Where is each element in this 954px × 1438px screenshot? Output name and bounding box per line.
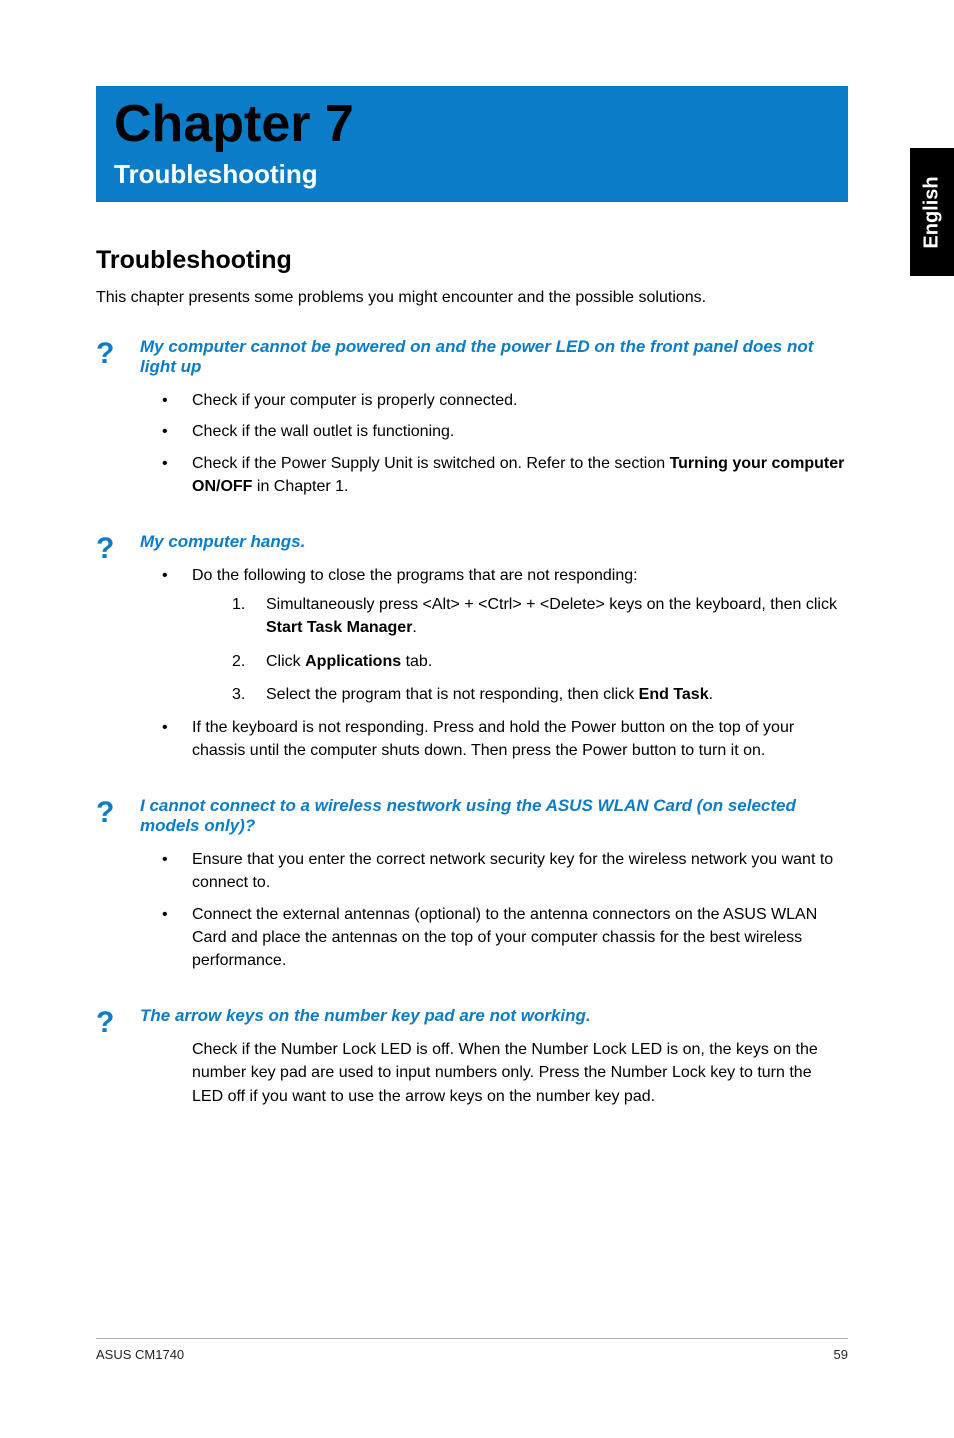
qa-numbered-index: 2. <box>232 650 245 673</box>
qa-title: My computer hangs. <box>140 532 848 552</box>
chapter-title: Chapter 7 <box>114 96 830 153</box>
qa-numbered-list: 1.Simultaneously press <Alt> + <Ctrl> + … <box>192 593 848 706</box>
question-mark-icon: ? <box>96 337 140 369</box>
bold-text: Turning your computer ON/OFF <box>192 455 844 495</box>
qa-bullet-item: Check if the wall outlet is functioning. <box>162 420 848 443</box>
qa-bullet-list: If the keyboard is not responding. Press… <box>140 716 848 762</box>
section-heading: Troubleshooting <box>96 246 848 275</box>
qa-body: I cannot connect to a wireless nestwork … <box>140 796 848 980</box>
question-mark-icon: ? <box>96 532 140 564</box>
qa-bullet-item: If the keyboard is not responding. Press… <box>162 716 848 762</box>
qa-bullet-item: Do the following to close the programs t… <box>162 564 848 706</box>
bold-text: Applications <box>305 653 401 670</box>
qa-body: The arrow keys on the number key pad are… <box>140 1006 848 1108</box>
qa-title: My computer cannot be powered on and the… <box>140 337 848 377</box>
qa-bullet-item: Check if your computer is properly conne… <box>162 389 848 412</box>
qa-row: ?I cannot connect to a wireless nestwork… <box>96 796 848 980</box>
chapter-banner: Chapter 7 Troubleshooting <box>96 86 848 202</box>
footer-page-number: 59 <box>834 1347 848 1362</box>
language-side-tab: English <box>910 148 954 276</box>
qa-numbered-item: 3.Select the program that is not respond… <box>232 683 848 706</box>
question-mark-icon: ? <box>96 1006 140 1038</box>
qa-row: ?My computer cannot be powered on and th… <box>96 337 848 506</box>
qa-numbered-index: 1. <box>232 593 245 616</box>
qa-block: ?I cannot connect to a wireless nestwork… <box>96 796 848 980</box>
qa-paragraph: Check if the Number Lock LED is off. Whe… <box>140 1038 848 1108</box>
chapter-subtitle: Troubleshooting <box>114 159 830 190</box>
qa-bullet-item: Check if the Power Supply Unit is switch… <box>162 452 848 498</box>
bold-text: Start Task Manager <box>266 619 412 636</box>
qa-block: ?My computer cannot be powered on and th… <box>96 337 848 506</box>
qa-row: ?The arrow keys on the number key pad ar… <box>96 1006 848 1108</box>
bold-text: End Task <box>639 686 709 703</box>
qa-title: I cannot connect to a wireless nestwork … <box>140 796 848 836</box>
qa-row: ?My computer hangs. Do the following to c… <box>96 532 848 770</box>
qa-bullet-item: Connect the external antennas (optional)… <box>162 903 848 973</box>
qa-bullet-list: Do the following to close the programs t… <box>140 564 848 706</box>
section-intro: This chapter presents some problems you … <box>96 289 848 307</box>
qa-numbered-item: 2.Click Applications tab. <box>232 650 848 673</box>
qa-numbered-item: 1.Simultaneously press <Alt> + <Ctrl> + … <box>232 593 848 639</box>
qa-body: My computer cannot be powered on and the… <box>140 337 848 506</box>
qa-body: My computer hangs. Do the following to cl… <box>140 532 848 770</box>
page-footer: ASUS CM1740 59 <box>96 1338 848 1362</box>
qa-block: ?My computer hangs. Do the following to c… <box>96 532 848 770</box>
qa-title: The arrow keys on the number key pad are… <box>140 1006 848 1026</box>
footer-model: ASUS CM1740 <box>96 1347 184 1362</box>
qa-bullet-list: Check if your computer is properly conne… <box>140 389 848 498</box>
qa-block: ?The arrow keys on the number key pad ar… <box>96 1006 848 1108</box>
qa-bullet-item: Ensure that you enter the correct networ… <box>162 848 848 894</box>
page-content: Chapter 7 Troubleshooting Troubleshootin… <box>96 86 848 1108</box>
question-mark-icon: ? <box>96 796 140 828</box>
language-side-tab-label: English <box>921 176 944 248</box>
qa-numbered-index: 3. <box>232 683 245 706</box>
qa-bullet-list: Ensure that you enter the correct networ… <box>140 848 848 972</box>
